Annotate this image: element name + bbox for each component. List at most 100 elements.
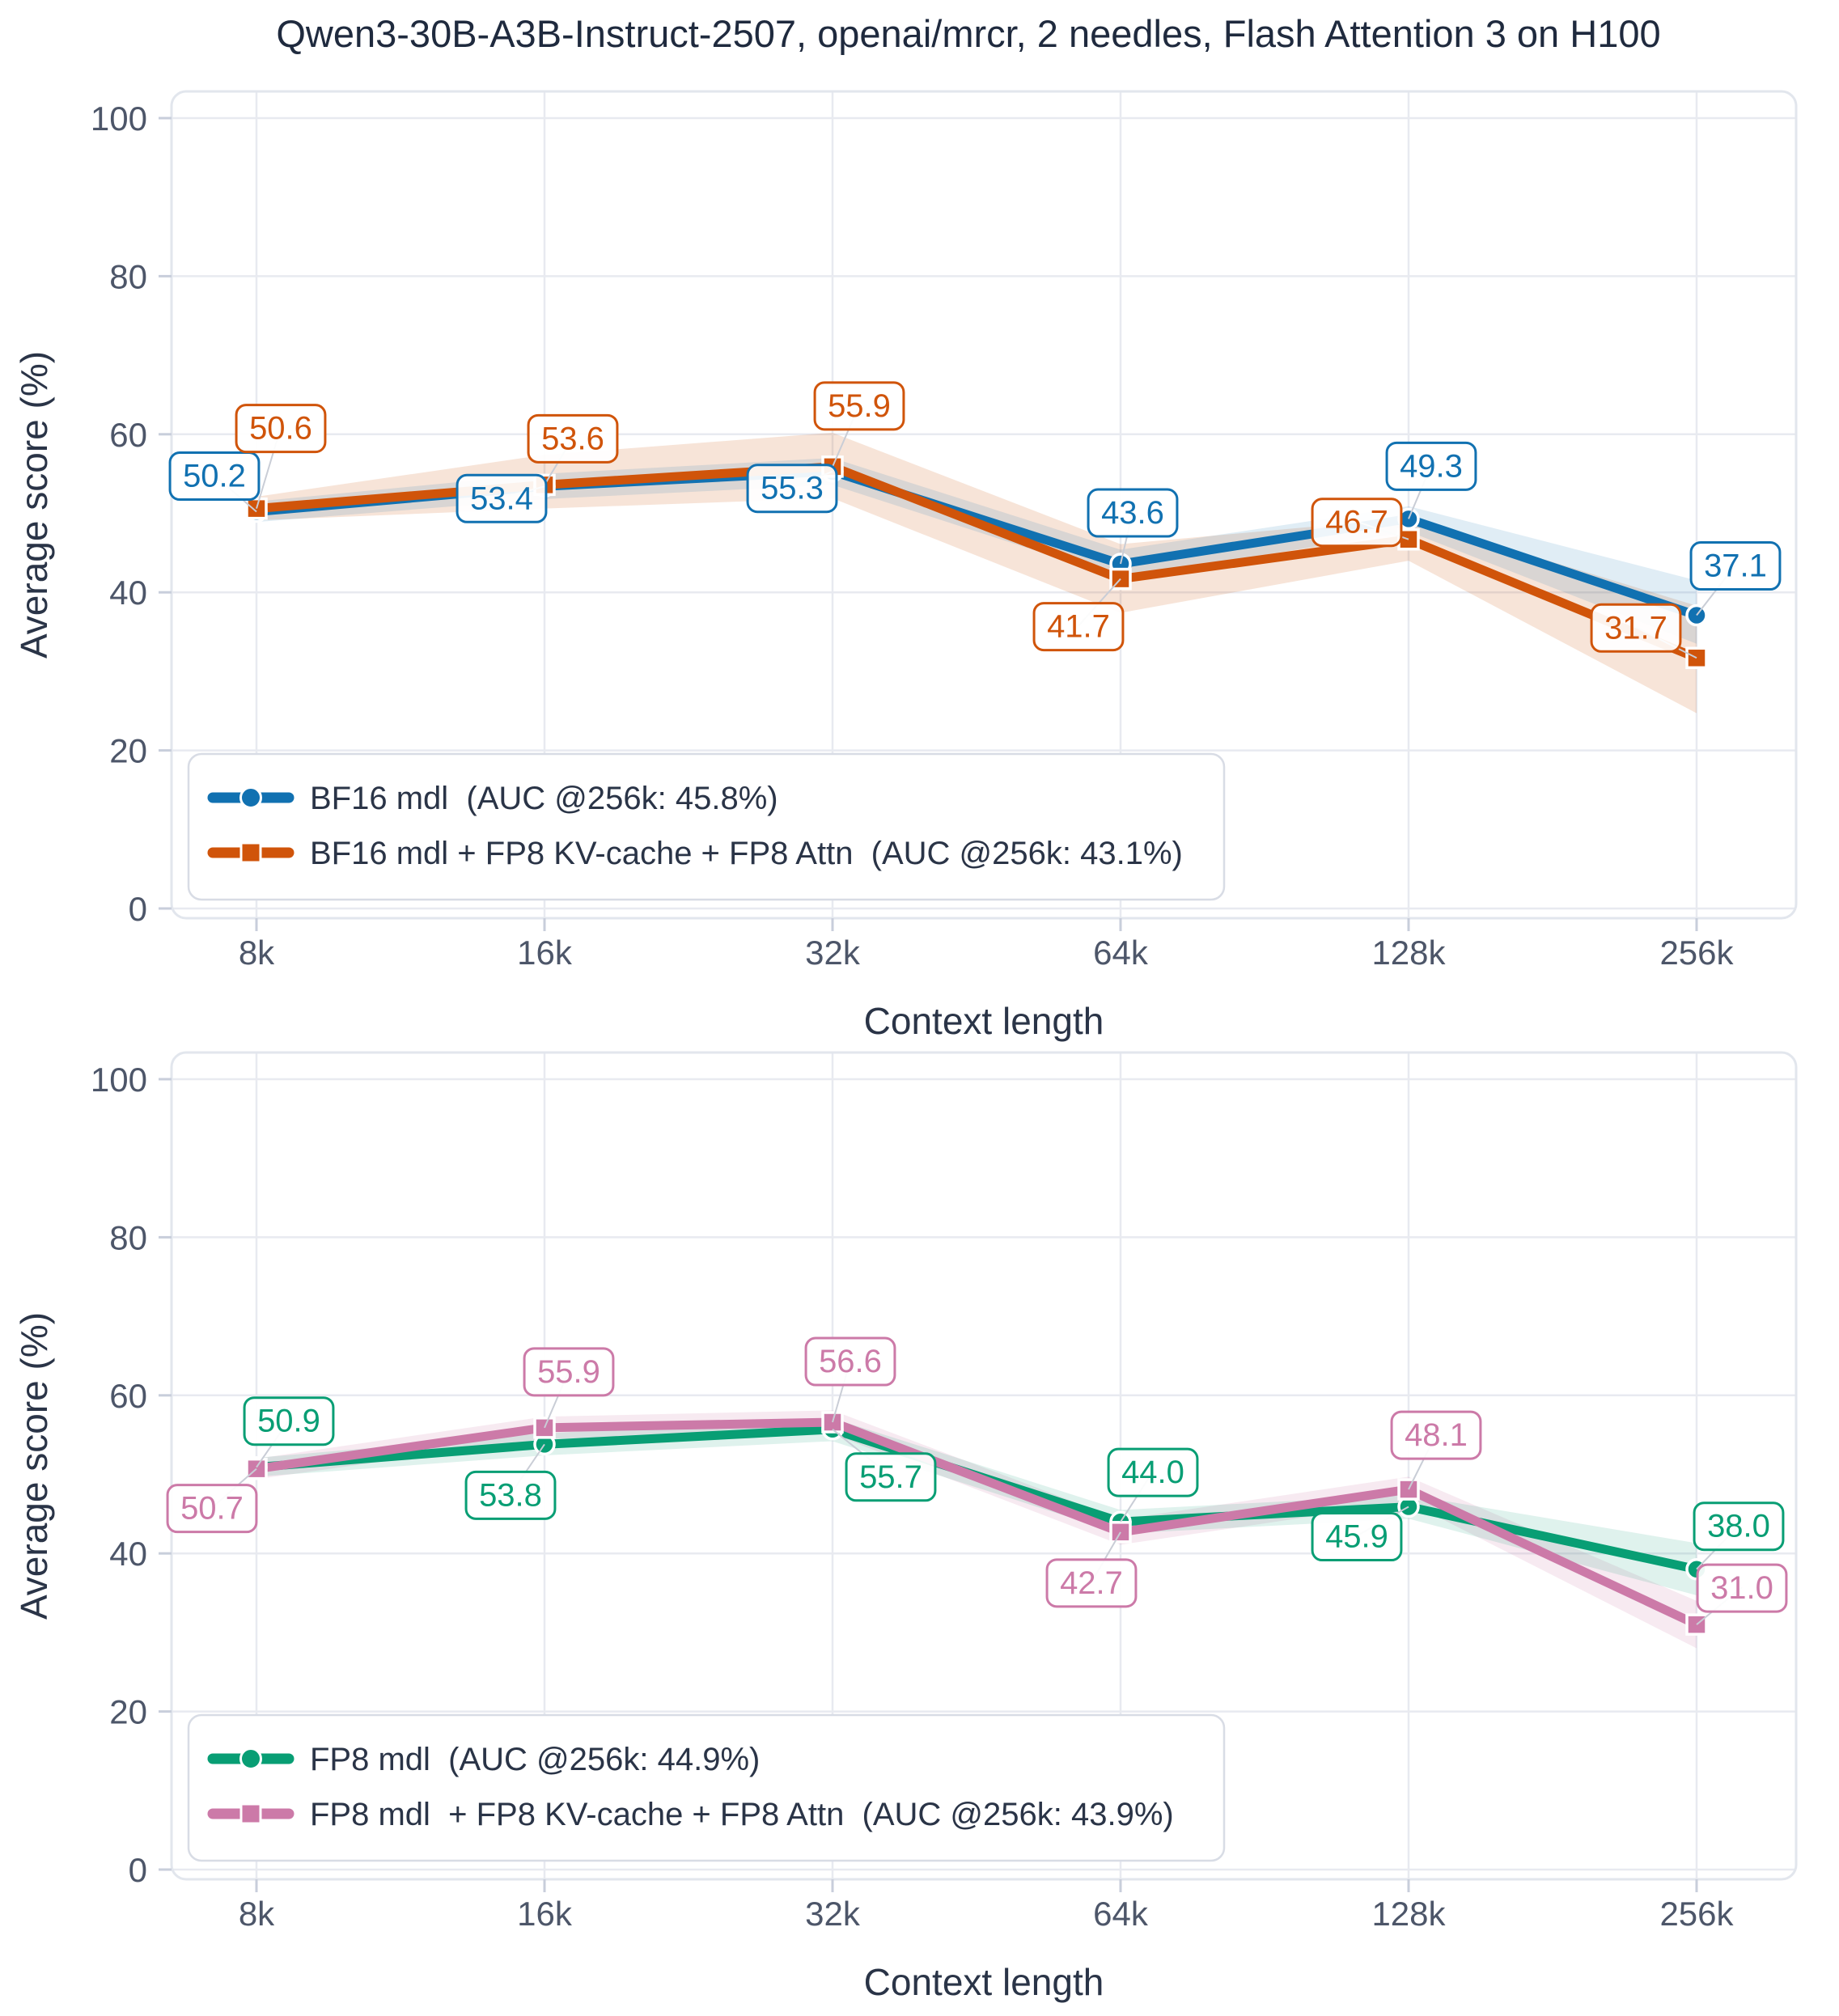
x-axis-title: Context length — [864, 1961, 1104, 2003]
plot-border — [170, 1051, 1798, 1881]
x-tick-label: 256k — [1659, 934, 1734, 972]
data-label-text: 44.0 — [1121, 1455, 1184, 1490]
data-label-box — [1696, 1563, 1788, 1613]
data-point-pink — [1109, 1521, 1132, 1544]
legend-box — [187, 1713, 1226, 1862]
data-label-text: 43.6 — [1101, 495, 1164, 531]
data-label: 55.7 — [845, 1452, 937, 1502]
data-label: 56.6 — [804, 1336, 896, 1387]
x-tick-label: 64k — [1093, 1895, 1149, 1933]
legend-item: BF16 mdl (AUC @256k: 45.8%) — [207, 781, 778, 816]
data-label-box — [1689, 541, 1782, 591]
data-label-box — [1032, 602, 1125, 652]
data-label-text: 53.8 — [479, 1477, 542, 1513]
data-label: 48.1 — [1390, 1410, 1482, 1460]
data-label: 50.6 — [235, 404, 327, 454]
data-label-box — [1590, 603, 1682, 653]
x-tick-label: 8k — [239, 1895, 275, 1933]
y-tick-label: 60 — [109, 416, 147, 454]
data-label: 37.1 — [1689, 541, 1782, 591]
data-label-text: 53.4 — [470, 481, 533, 516]
y-tick-label: 40 — [109, 574, 147, 612]
data-label-text: 55.7 — [859, 1459, 922, 1495]
data-label-text: 50.7 — [180, 1491, 244, 1527]
data-label-text: 50.2 — [183, 459, 246, 494]
data-label-text: 45.9 — [1325, 1519, 1388, 1555]
data-label: 44.0 — [1107, 1447, 1199, 1497]
chart-panel-0: 0 20 40 60 80 100 8k 16k 32k 64k 128k 256k Context l… — [13, 90, 1798, 1042]
x-tick-label: 64k — [1093, 934, 1149, 972]
gridlines — [172, 1052, 1796, 1879]
legend-marker-square — [239, 1802, 262, 1825]
y-tick-label: 80 — [109, 1218, 147, 1256]
label-leaders — [211, 1360, 1743, 1625]
legend-marker-circle — [239, 1747, 262, 1770]
y-tick-label: 0 — [129, 1851, 147, 1889]
data-label: 46.7 — [1311, 498, 1403, 548]
data-label-box — [1045, 1558, 1138, 1608]
data-label-text: 50.6 — [249, 411, 312, 447]
data-label: 49.3 — [1385, 441, 1477, 491]
legend: BF16 mdl (AUC @256k: 45.8%) BF16 mdl + FP… — [187, 752, 1226, 901]
y-tick-label: 20 — [109, 732, 147, 770]
data-label-box — [527, 413, 619, 464]
data-label-text: 42.7 — [1060, 1565, 1123, 1601]
data-label: 45.9 — [1311, 1512, 1403, 1562]
series-line-pink — [252, 1417, 1701, 1629]
data-label-text: 53.6 — [541, 421, 604, 456]
y-tick-label: 0 — [129, 890, 147, 928]
y-axis-title: Average score (%) — [13, 1312, 55, 1620]
x-tick-label: 128k — [1371, 934, 1446, 972]
data-label-box — [523, 1347, 615, 1397]
data-label: 55.9 — [523, 1347, 615, 1397]
data-label-text: 48.1 — [1405, 1417, 1468, 1453]
data-label-text: 49.3 — [1400, 448, 1463, 484]
y-tick-label: 80 — [109, 257, 147, 295]
data-label-box — [168, 451, 261, 502]
gridlines — [172, 91, 1796, 918]
y-tick-label: 100 — [91, 100, 147, 138]
data-label-text: 56.6 — [819, 1344, 882, 1379]
data-labels: 50.2 53.4 55.3 43.6 49.3 37.1 50.6 53.6 55.9 41.7… — [168, 381, 1782, 653]
data-label-box — [1311, 1512, 1403, 1562]
legend-box — [187, 752, 1226, 901]
data-label-box — [1385, 441, 1477, 491]
plot-border — [170, 90, 1798, 920]
chart-panel-1: 0 20 40 60 80 100 8k 16k 32k 64k 128k 256k Context l… — [13, 1051, 1798, 2003]
data-label-box — [1311, 498, 1403, 548]
data-label-text: 41.7 — [1047, 609, 1110, 645]
data-label-box — [166, 1484, 258, 1534]
data-label: 43.6 — [1087, 488, 1179, 538]
x-tick-label: 16k — [517, 1895, 573, 1933]
legend-item: FP8 mdl + FP8 KV-cache + FP8 Attn (AUC @… — [207, 1797, 1174, 1832]
data-label-box — [456, 473, 548, 523]
axis-ticks: 0 20 40 60 80 100 8k 16k 32k 64k 128k 256k — [91, 1061, 1735, 1933]
legend-label: FP8 mdl + FP8 KV-cache + FP8 Attn (AUC @… — [310, 1797, 1174, 1832]
y-tick-label: 100 — [91, 1061, 147, 1099]
chart-title: Qwen3-30B-A3B-Instruct-2507, openai/mrcr… — [276, 12, 1660, 55]
y-tick-label: 20 — [109, 1693, 147, 1731]
legend-label: BF16 mdl + FP8 KV-cache + FP8 Attn (AUC … — [310, 836, 1183, 871]
data-label: 31.0 — [1696, 1563, 1788, 1613]
data-label: 55.9 — [813, 381, 905, 431]
data-label: 50.9 — [243, 1396, 335, 1446]
legend: FP8 mdl (AUC @256k: 44.9%) FP8 mdl + FP8 … — [187, 1713, 1226, 1862]
data-label-box — [1693, 1501, 1785, 1552]
data-label-text: 37.1 — [1704, 548, 1767, 584]
data-label: 50.7 — [166, 1484, 258, 1534]
x-tick-label: 8k — [239, 934, 275, 972]
data-label-text: 55.3 — [761, 471, 824, 506]
data-label-box — [746, 464, 838, 514]
legend-item: FP8 mdl (AUC @256k: 44.9%) — [207, 1742, 760, 1777]
y-axis-title: Average score (%) — [13, 351, 55, 659]
y-tick-label: 40 — [109, 1535, 147, 1573]
data-label: 53.6 — [527, 413, 619, 464]
data-label: 38.0 — [1693, 1501, 1785, 1552]
data-label-box — [804, 1336, 896, 1387]
data-label: 55.3 — [746, 464, 838, 514]
confidence-band-orange — [256, 432, 1697, 714]
x-tick-label: 32k — [805, 1895, 861, 1933]
data-label-text: 50.9 — [257, 1404, 320, 1439]
data-label-text: 46.7 — [1325, 505, 1388, 540]
